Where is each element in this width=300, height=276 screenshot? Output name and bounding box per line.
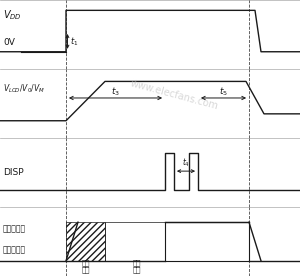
Text: 0V: 0V <box>3 38 15 47</box>
Bar <box>105 222 165 261</box>
Text: www.elecfans.com: www.elecfans.com <box>129 79 219 112</box>
Bar <box>66 222 105 261</box>
Text: $t_1$: $t_1$ <box>70 35 79 48</box>
Text: DISP: DISP <box>3 168 24 177</box>
Text: $V_{LCD}/V_0/V_M$: $V_{LCD}/V_0/V_M$ <box>3 82 45 95</box>
Text: 时钟或数据: 时钟或数据 <box>3 245 26 254</box>
Text: $t_5$: $t_5$ <box>219 86 228 98</box>
Text: $t_4$: $t_4$ <box>182 156 190 169</box>
Text: $V_{DD}$: $V_{DD}$ <box>3 8 22 22</box>
Text: $t_3$: $t_3$ <box>111 86 120 98</box>
Text: 未定
义区: 未定 义区 <box>81 259 90 273</box>
Text: 输入信号、: 输入信号、 <box>3 225 26 233</box>
Text: 初始
化区: 初始 化区 <box>132 259 141 273</box>
Bar <box>165 222 249 261</box>
